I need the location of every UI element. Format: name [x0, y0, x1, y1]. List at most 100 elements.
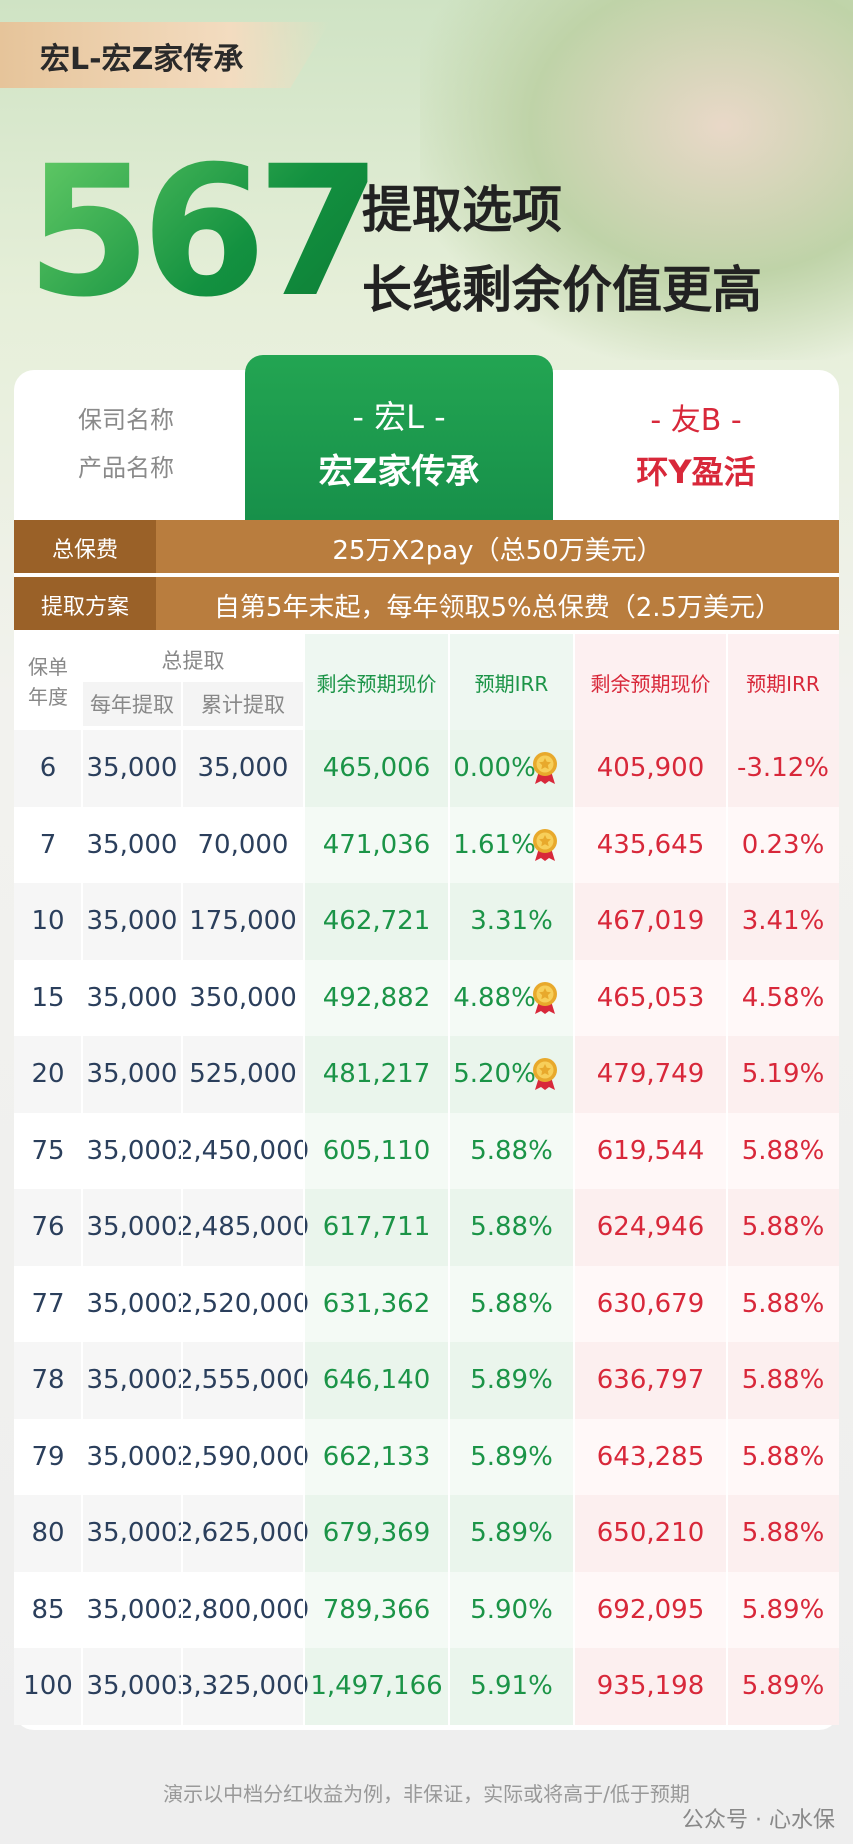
header-col-r-irr: 预期IRR: [746, 671, 820, 696]
premium-label: 总保费: [51, 538, 118, 563]
cell-cumulative: 70,000: [197, 829, 289, 860]
red-cell-bg: [574, 1495, 839, 1572]
red-cell-bg: [574, 1571, 839, 1648]
green-cell-bg: [304, 1265, 574, 1342]
title-line: 长线剩余价值更高: [362, 261, 762, 319]
plan-label-bg: [14, 577, 156, 630]
column-divider: [303, 634, 305, 1725]
column-divider: [573, 634, 575, 1725]
cell-r-value: 630,679: [596, 1288, 705, 1319]
cell-annual: 35,000: [86, 1594, 178, 1625]
green-cell-bg: [304, 1342, 574, 1419]
premium-label-bg: [14, 520, 156, 573]
cell-r-irr: 4.58%: [741, 982, 825, 1013]
cell-r-irr: 5.88%: [741, 1135, 825, 1166]
product: 环Y盈活: [636, 453, 756, 491]
green-cell-bg: [304, 730, 574, 807]
cell-cumulative: 3,325,000: [176, 1671, 310, 1702]
cell-l-irr: 4.88%: [453, 982, 536, 1013]
green-cell-bg: [304, 883, 574, 960]
cell-l-irr: 5.88%: [470, 1135, 553, 1166]
cell-year: 6: [39, 753, 57, 784]
photo-bg: [420, 0, 853, 360]
cell-l-irr: 5.20%: [453, 1059, 536, 1090]
cell-annual: 35,000: [86, 1135, 178, 1166]
cell-r-value: 624,946: [596, 1212, 705, 1243]
header-col-r-value: 剩余预期现价: [590, 671, 711, 696]
header-total: 总提取: [161, 649, 225, 673]
green-cell-bg: [304, 959, 574, 1036]
cell-r-irr: 5.88%: [741, 1441, 825, 1472]
red-cell-bg: [574, 1036, 839, 1113]
column-divider: [448, 634, 450, 1725]
cell-annual: 35,000: [86, 1365, 178, 1396]
watermark: 公众号 · 心水保: [682, 1808, 835, 1833]
cell-r-irr: 5.89%: [741, 1671, 825, 1702]
green-cell-bg: [304, 1648, 574, 1725]
cell-annual: 35,000: [86, 1518, 178, 1549]
cell-year: 7: [39, 829, 57, 860]
product: 宏Z家传承: [318, 452, 480, 492]
cell-cumulative: 2,555,000: [176, 1365, 310, 1396]
cell-r-irr: 5.19%: [741, 1059, 825, 1090]
plan-label: 提取方案: [40, 595, 129, 620]
red-cell-bg: [574, 1648, 839, 1725]
cell-r-irr: 5.88%: [741, 1288, 825, 1319]
green-cell-bg: [304, 1112, 574, 1189]
company: - 宏L -: [352, 398, 446, 436]
cell-annual: 35,000: [86, 982, 178, 1013]
cell-l-value: 465,006: [322, 753, 431, 784]
cell-l-irr: 5.88%: [470, 1288, 553, 1319]
header-cumulative: 累计提取: [182, 682, 304, 726]
cell-r-irr: 5.88%: [741, 1365, 825, 1396]
cell-cumulative: 2,485,000: [176, 1212, 310, 1243]
cell-l-irr: 0.00%: [453, 753, 536, 784]
cell-cumulative: 35,000: [197, 753, 289, 784]
big-number: 567: [26, 128, 382, 337]
cell-cumulative: 2,590,000: [176, 1441, 310, 1472]
red-cell-bg: [574, 806, 839, 883]
cell-cumulative: 350,000: [189, 982, 297, 1013]
label: 保司名称: [78, 406, 174, 434]
cell-l-value: 679,369: [322, 1518, 431, 1549]
red-cell-bg: [574, 730, 839, 807]
cell-annual: 35,000: [86, 1671, 178, 1702]
tag-text: 宏L-宏Z家传承: [40, 42, 244, 77]
label: 产品名称: [78, 454, 174, 482]
cell-l-value: 471,036: [322, 829, 431, 860]
cell-l-value: 646,140: [322, 1365, 431, 1396]
cell-l-irr: 5.88%: [470, 1212, 553, 1243]
green-cell-bg: [304, 1495, 574, 1572]
medal-icon: [533, 1058, 557, 1091]
red-cell-bg: [574, 1265, 839, 1342]
cell-year: 76: [31, 1212, 65, 1243]
cell-year: 10: [31, 906, 65, 937]
header-col-l-irr: 预期IRR: [474, 671, 549, 696]
cell-r-value: 650,210: [596, 1518, 705, 1549]
plan-text: 自第5年末起，每年领取5%总保费（2.5万美元）: [213, 593, 782, 623]
cell-cumulative: 2,520,000: [176, 1288, 310, 1319]
cell-l-value: 631,362: [322, 1288, 431, 1319]
cell-year: 20: [31, 1059, 65, 1090]
red-cell-bg: [574, 1189, 839, 1266]
cell-annual: 35,000: [86, 829, 178, 860]
cell-l-value: 481,217: [322, 1059, 431, 1090]
cell-l-value: 662,133: [322, 1441, 431, 1472]
cell-annual: 35,000: [86, 906, 178, 937]
green-cell-bg: [304, 1189, 574, 1266]
cell-year: 79: [31, 1441, 65, 1472]
cell-l-value: 605,110: [322, 1135, 431, 1166]
red-col-bg: [574, 634, 839, 730]
cell-l-value: 789,366: [322, 1594, 431, 1625]
cell-r-value: 435,645: [596, 829, 705, 860]
header-annual: 每年提取: [82, 682, 182, 726]
cell-r-value: 619,544: [596, 1135, 705, 1166]
green-cell-bg: [304, 1036, 574, 1113]
red-cell-bg: [574, 959, 839, 1036]
title-line: 提取选项: [362, 181, 562, 239]
red-cell-bg: [574, 883, 839, 960]
red-cell-bg: [574, 1418, 839, 1495]
cell-annual: 35,000: [86, 1059, 178, 1090]
cell-year: 75: [31, 1135, 65, 1166]
cell-r-value: 467,019: [596, 906, 705, 937]
